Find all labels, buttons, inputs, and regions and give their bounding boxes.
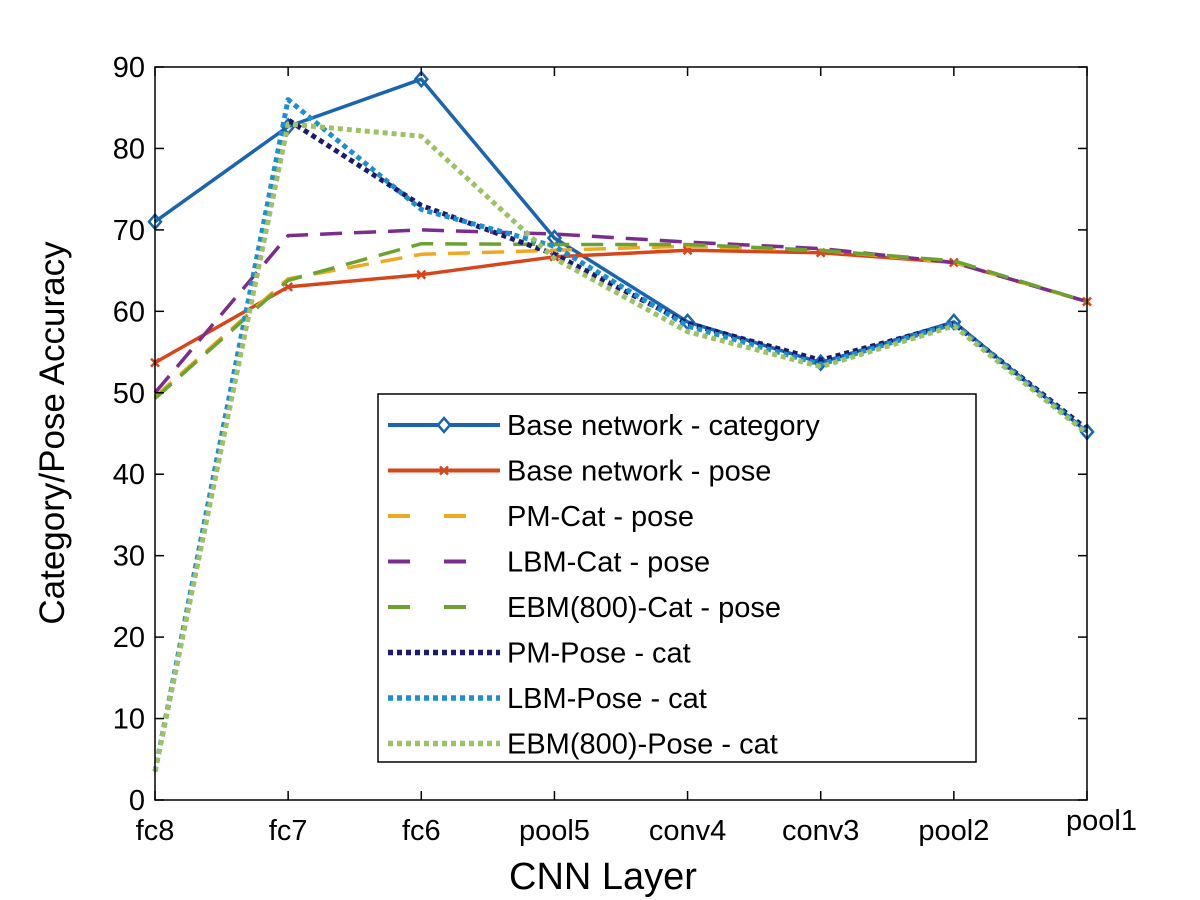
- legend-entry: LBM-Pose - cat: [388, 683, 707, 715]
- x-axis-title: CNN Layer: [509, 856, 697, 898]
- legend-entry: Base network - pose: [388, 456, 771, 488]
- legend-marker: [439, 465, 449, 476]
- y-tick-label: 80: [113, 133, 145, 165]
- y-tick-label: 90: [113, 52, 145, 84]
- y-axis-title: Category/Pose Accuracy: [33, 241, 72, 625]
- y-tick-label: 30: [113, 541, 145, 573]
- y-tick-label: 50: [113, 378, 145, 410]
- legend-box: [377, 393, 977, 763]
- x-tick-label: conv4: [649, 815, 726, 847]
- legend-label: Base network - category: [507, 410, 820, 442]
- series-7: [152, 121, 1089, 773]
- legend-entry: EBM(800)-Cat - pose: [388, 592, 781, 624]
- legend-label: LBM-Pose - cat: [507, 683, 707, 715]
- x-tick-label: conv3: [782, 815, 859, 847]
- legend-marker: [436, 416, 452, 434]
- legend-label: PM-Cat - pose: [507, 501, 694, 533]
- legend-entry: Base network - category: [388, 410, 820, 442]
- series-line: [153, 241, 1088, 400]
- y-tick-label: 20: [113, 622, 145, 654]
- y-tick-label: 60: [113, 296, 145, 328]
- x-tick-label: pool2: [918, 815, 989, 847]
- data-point: [813, 353, 829, 372]
- x-tick-label: fc6: [402, 815, 441, 847]
- x-tick-label: fc8: [136, 815, 175, 847]
- x-tick-label: fc7: [269, 815, 308, 847]
- legend-entry: LBM-Cat - pose: [388, 547, 710, 579]
- legend-entry: EBM(800)-Pose - cat: [388, 729, 778, 761]
- y-tick-label: 40: [113, 459, 145, 491]
- y-tick-label: 70: [113, 215, 145, 247]
- x-tick-label: pool5: [519, 815, 590, 847]
- legend-entry: PM-Cat - pose: [388, 501, 694, 533]
- series-4: [153, 241, 1088, 400]
- x-tick-label: pool1: [1066, 805, 1137, 837]
- legend-label: EBM(800)-Pose - cat: [507, 729, 778, 761]
- legend-label: LBM-Cat - pose: [507, 547, 710, 579]
- legend-entry: PM-Pose - cat: [388, 638, 691, 670]
- legend-label: EBM(800)-Cat - pose: [507, 592, 781, 624]
- plot-border: [154, 66, 1088, 801]
- legend-label: PM-Pose - cat: [507, 638, 691, 670]
- axis-layer: 0 10 20 30 40 50 60 70 80 90 fc8 fc7 fc6 pool5 conv4 co…: [113, 52, 1137, 847]
- series-layer: [147, 70, 1095, 773]
- legend: Base network - category Base network - po…: [377, 393, 977, 763]
- legend-label: Base network - pose: [507, 456, 771, 488]
- data-point: [416, 269, 427, 280]
- data-point: [413, 70, 429, 89]
- y-tick-label: 10: [113, 704, 145, 736]
- series-line: [152, 121, 1089, 773]
- y-tick-label: 0: [129, 785, 145, 817]
